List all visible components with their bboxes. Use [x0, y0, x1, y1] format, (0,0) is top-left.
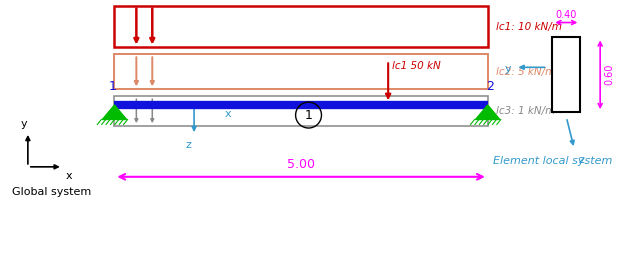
- Text: 1: 1: [109, 80, 117, 93]
- Text: 2: 2: [486, 80, 493, 93]
- Bar: [115, 54, 488, 89]
- Text: x: x: [225, 109, 232, 119]
- Text: 1: 1: [305, 109, 312, 121]
- Text: x: x: [66, 171, 72, 181]
- Text: z: z: [185, 140, 191, 150]
- Text: Element local system: Element local system: [493, 156, 612, 166]
- Polygon shape: [102, 105, 126, 119]
- Text: Global system: Global system: [12, 187, 91, 197]
- Text: lc3: 1 kN/m: lc3: 1 kN/m: [496, 106, 555, 116]
- Text: lc1: 10 kN/m: lc1: 10 kN/m: [496, 22, 562, 32]
- Text: y: y: [21, 119, 27, 129]
- Text: 0.60: 0.60: [604, 64, 614, 85]
- Bar: [553, 37, 580, 112]
- Text: 0.40: 0.40: [556, 10, 577, 19]
- Bar: [115, 6, 488, 48]
- Polygon shape: [476, 105, 500, 119]
- Text: lc1 50 kN: lc1 50 kN: [392, 61, 441, 71]
- Text: 5.00: 5.00: [287, 158, 315, 171]
- Text: y: y: [505, 64, 511, 74]
- Text: lc2: 5 kN/m: lc2: 5 kN/m: [496, 67, 555, 77]
- Text: z: z: [578, 155, 584, 165]
- Bar: [115, 96, 488, 126]
